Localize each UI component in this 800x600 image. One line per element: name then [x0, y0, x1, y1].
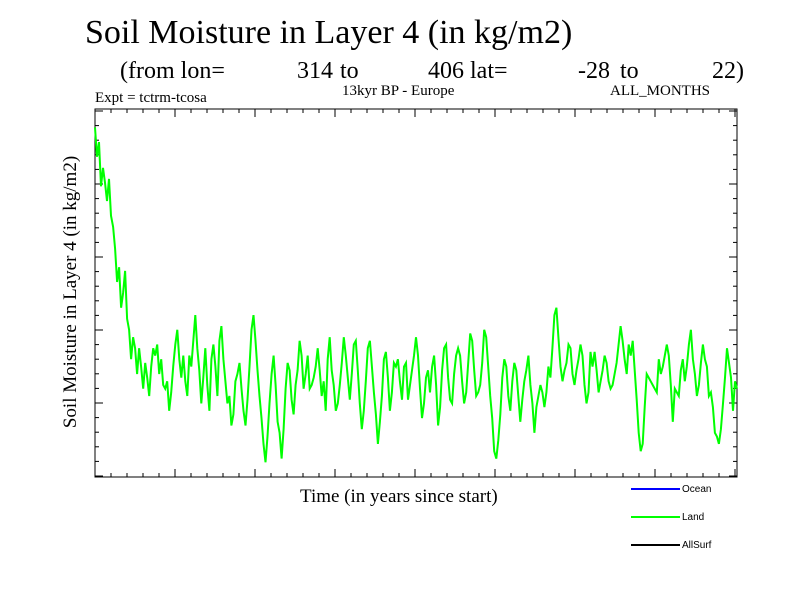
lat-label: lat=	[470, 58, 508, 84]
lon-start: 314	[297, 58, 333, 84]
lat-end: 22)	[712, 58, 744, 84]
lon-end: 406	[428, 58, 464, 84]
y-axis-label: Soil Moisture in Layer 4 (in kg/m2)	[60, 155, 81, 429]
chart-title: Soil Moisture in Layer 4 (in kg/m2)	[85, 14, 573, 51]
from-lon-label: (from lon=	[120, 58, 225, 84]
legend-label-allsurf: AllSurf	[682, 540, 712, 551]
x-axis-label: Time (in years since start)	[300, 486, 498, 507]
legend	[631, 488, 680, 546]
plot-frame	[94, 108, 738, 478]
months-label: ALL_MONTHS	[610, 83, 710, 99]
series-line-land	[94, 127, 738, 463]
legend-label-ocean: Ocean	[682, 484, 712, 495]
expt-label: Expt = tctrm-tcosa	[95, 90, 207, 106]
to-label-lon: to	[340, 58, 359, 84]
lat-start: -28	[578, 58, 610, 84]
tick-marks	[94, 109, 737, 477]
to-label-lat: to	[620, 58, 639, 84]
period-label: 13kyr BP - Europe	[342, 83, 455, 99]
legend-label-land: Land	[682, 512, 705, 523]
